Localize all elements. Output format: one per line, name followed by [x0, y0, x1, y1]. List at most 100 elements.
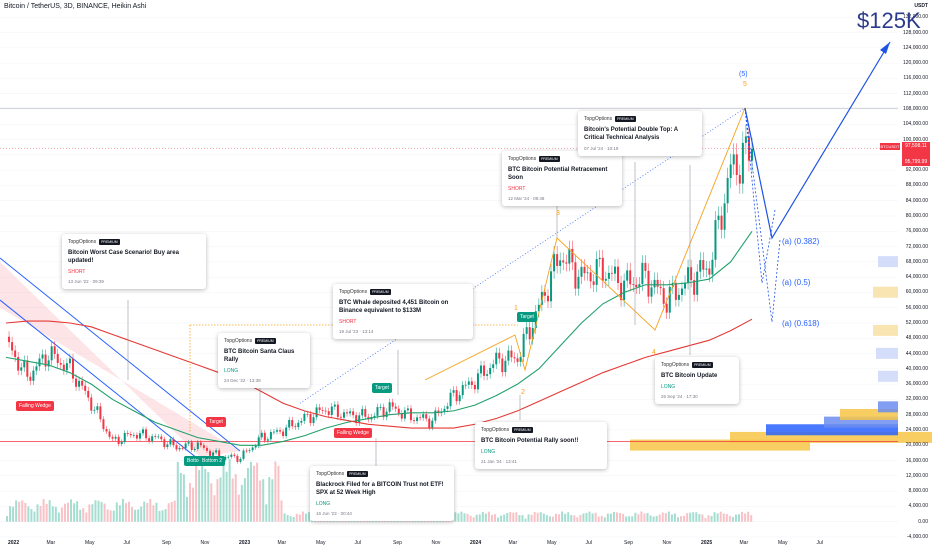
candle-body — [120, 441, 123, 445]
candle-body — [531, 327, 534, 340]
candle-body — [324, 410, 327, 412]
volume-bar — [637, 514, 640, 522]
trend-channel-line — [299, 107, 746, 404]
idea-author: TopgOptions — [508, 156, 537, 162]
candle-body — [525, 327, 528, 334]
time-tick-label: May — [316, 540, 326, 546]
candle-body — [193, 448, 196, 450]
target-tag-1[interactable]: Target — [206, 417, 226, 427]
volume-bar — [283, 513, 286, 522]
volume-bar — [619, 512, 622, 522]
candle-body — [251, 447, 254, 451]
volume-bar — [149, 498, 152, 522]
candle-body — [744, 136, 747, 143]
volume-bar — [18, 501, 21, 522]
volume-bar — [15, 500, 18, 522]
target-tag-2[interactable]: Target — [372, 383, 392, 393]
volume-bar — [207, 472, 210, 522]
volume-bar — [134, 509, 137, 522]
bottom-tag-2[interactable]: Bottom 2 — [199, 456, 226, 466]
volume-bar — [484, 513, 487, 522]
volume-bar — [646, 512, 649, 522]
volume-bar — [182, 474, 185, 522]
price-tick-label: 116,000.00 — [903, 75, 928, 82]
candle-body — [607, 272, 610, 279]
idea-card[interactable]: TopgOptions PREMIUM BTC Bitcoin Potential… — [502, 151, 622, 206]
idea-card[interactable]: TopgOptions PREMIUM BTC Bitcoin Santa Cla… — [218, 333, 310, 388]
candle-body — [199, 442, 202, 446]
idea-author: TopgOptions — [481, 427, 510, 433]
candle-body — [145, 429, 148, 439]
price-tick-label: 84,000.00 — [905, 197, 928, 204]
idea-author: TopgOptions — [339, 289, 368, 295]
idea-card[interactable]: TopgOptions PREMIUM Blackrock Filed for a… — [310, 466, 454, 521]
projection-path — [744, 41, 891, 240]
volume-bar — [82, 508, 85, 522]
time-tick-label: Mar — [46, 540, 56, 546]
volume-bar — [228, 459, 231, 522]
idea-author: TopgOptions — [68, 239, 97, 245]
candle-body — [282, 431, 285, 437]
candle-body — [38, 358, 41, 367]
volume-bar — [695, 512, 698, 522]
volume-bar — [576, 517, 579, 522]
idea-card[interactable]: TopgOptions PREMIUM BTC Whale deposited 4… — [333, 284, 473, 339]
candle-body — [111, 436, 114, 439]
target-tag-3[interactable]: Target — [517, 312, 537, 322]
volume-bar — [274, 461, 277, 522]
volume-bar — [60, 507, 63, 522]
time-tick-label: 2025 — [701, 540, 713, 546]
candle-body — [178, 448, 181, 450]
wave-5-label: (5) — [739, 71, 748, 78]
falling-wedge-tag-1[interactable]: Falling Wedge — [16, 401, 54, 411]
volume-bar — [713, 512, 716, 522]
candle-body — [574, 262, 577, 289]
volume-bar — [289, 516, 292, 522]
price-tick-label: 76,000.00 — [905, 228, 928, 235]
idea-card[interactable]: TopgOptions PREMIUM Bitcoin's Potential D… — [578, 111, 702, 156]
idea-title: BTC Bitcoin Santa Claus Rally — [224, 349, 295, 363]
falling-wedge-tag-2[interactable]: Falling Wedge — [334, 428, 372, 438]
volume-bar — [728, 515, 731, 522]
volume-bar — [497, 517, 500, 522]
price-tick-label: 12,000.00 — [905, 472, 928, 479]
candle-body — [708, 268, 711, 275]
candle-body — [726, 177, 729, 204]
volume-profile-bar — [630, 439, 810, 451]
candle-body — [452, 390, 455, 393]
candle-body — [659, 286, 662, 289]
premium-badge: PREMIUM — [255, 338, 276, 344]
candle-body — [714, 220, 717, 260]
price-tick-label: 68,000.00 — [905, 258, 928, 265]
candle-body — [157, 436, 160, 438]
idea-card[interactable]: TopgOptions PREMIUM Bitcoin Worst Case Sc… — [62, 234, 206, 289]
volume-bar — [9, 506, 12, 522]
volume-bar — [570, 515, 573, 522]
candle-body — [729, 164, 732, 178]
time-tick-label: Mar — [277, 540, 287, 546]
volume-bar — [503, 514, 506, 522]
volume-bar — [512, 512, 515, 522]
candle-body — [476, 373, 479, 390]
volume-bar — [698, 514, 701, 522]
idea-card[interactable]: TopgOptions PREMIUM BTC Bitcoin Potential… — [475, 422, 607, 469]
volume-bar — [551, 516, 554, 522]
price-tick-label: 8,000.00 — [908, 488, 928, 495]
candle-body — [303, 413, 306, 421]
volume-bar — [704, 517, 707, 522]
volume-bar — [85, 512, 88, 522]
bottom-tag-1[interactable]: Bottom — [184, 456, 206, 466]
idea-title: BTC Whale deposited 4,451 Bitcoin on Bin… — [339, 300, 449, 314]
ma-red-line — [5, 318, 753, 429]
idea-card[interactable]: TopgOptions PREMIUM BTC Bitcoin Update LO… — [655, 357, 739, 404]
volume-bar — [268, 477, 271, 522]
price-tick-label: -4,000.00 — [906, 534, 928, 540]
volume-bar — [124, 503, 127, 522]
candle-body — [696, 271, 699, 295]
candle-body — [403, 410, 406, 419]
volume-bar — [664, 513, 667, 522]
candle-body — [632, 284, 635, 286]
time-tick-label: 2024 — [470, 540, 482, 546]
candle-body — [489, 367, 492, 375]
